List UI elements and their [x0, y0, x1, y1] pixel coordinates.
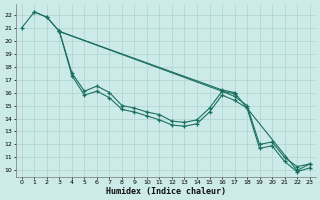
X-axis label: Humidex (Indice chaleur): Humidex (Indice chaleur) — [106, 187, 226, 196]
